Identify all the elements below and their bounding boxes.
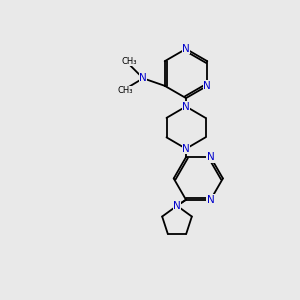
Text: N: N <box>182 44 190 54</box>
Text: N: N <box>203 81 211 91</box>
Text: CH₃: CH₃ <box>117 86 133 95</box>
Text: N: N <box>173 201 181 211</box>
Text: N: N <box>207 195 214 205</box>
Text: CH₃: CH₃ <box>122 57 137 66</box>
Text: N: N <box>182 101 190 112</box>
Text: N: N <box>182 144 190 154</box>
Text: N: N <box>207 152 214 162</box>
Text: N: N <box>139 73 147 83</box>
